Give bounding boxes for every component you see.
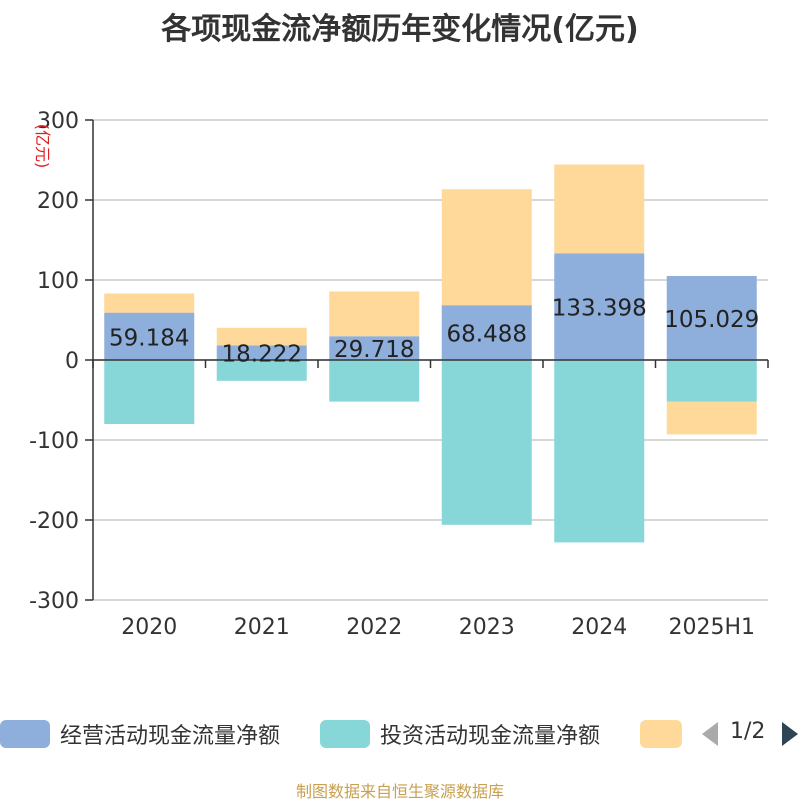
data-labels: 59.184 18.222 29.718 68.488 133.398 105.029 bbox=[109, 296, 759, 368]
axes: 300 200 100 0 -100 -200 -300 (亿元) 2020 2021 2022 20… bbox=[29, 109, 769, 640]
y-tick-label: -200 bbox=[29, 509, 79, 534]
bar-2025H1-s0[interactable] bbox=[666, 275, 757, 360]
legend-label-operating: 经营活动现金流量净额 bbox=[60, 724, 281, 749]
data-label-2021: 18.222 bbox=[222, 342, 302, 368]
y-tick-label: -100 bbox=[29, 429, 79, 454]
bar-2025H1-s1[interactable] bbox=[666, 360, 757, 402]
pager-prev-icon[interactable] bbox=[702, 722, 718, 746]
bar-2025H1-s2[interactable] bbox=[666, 401, 757, 435]
legend-item-operating[interactable]: 经营活动现金流量净额 bbox=[0, 716, 280, 752]
bar-2022-s1[interactable] bbox=[329, 360, 420, 402]
x-tick-label: 2022 bbox=[346, 615, 402, 640]
data-label-2025H1: 105.029 bbox=[664, 307, 759, 333]
bar-2021-s1[interactable] bbox=[216, 360, 307, 381]
data-label-2024: 133.398 bbox=[552, 296, 647, 322]
bar-2024-s1[interactable] bbox=[554, 360, 645, 543]
bar-2024-s0[interactable] bbox=[554, 253, 645, 360]
legend-pager: 1/2 bbox=[700, 716, 800, 752]
chart-title: 各项现金流净额历年变化情况(亿元) bbox=[161, 12, 639, 47]
bar-2023-s0[interactable] bbox=[441, 305, 532, 360]
legend-swatch-third bbox=[640, 720, 682, 748]
x-tick-label: 2025H1 bbox=[668, 615, 755, 640]
bar-2022-s2[interactable] bbox=[329, 291, 420, 337]
y-axis-title: (亿元) bbox=[33, 124, 52, 169]
bar-2020-s2[interactable] bbox=[104, 293, 195, 313]
bar-2024-s2[interactable] bbox=[554, 164, 645, 254]
pager-next-icon[interactable] bbox=[782, 722, 798, 746]
y-tick-label: 200 bbox=[37, 189, 79, 214]
x-tick-label: 2020 bbox=[121, 615, 177, 640]
bar-2023-s1[interactable] bbox=[441, 360, 532, 525]
bar-2022-s0[interactable] bbox=[329, 336, 420, 360]
bar-2020-s0[interactable] bbox=[104, 312, 195, 360]
y-tick-label: 100 bbox=[37, 269, 79, 294]
pager-text: 1/2 bbox=[730, 719, 766, 744]
x-tick-label: 2023 bbox=[459, 615, 515, 640]
x-tick-label: 2021 bbox=[234, 615, 290, 640]
data-label-2020: 59.184 bbox=[109, 325, 189, 351]
legend-swatch-operating bbox=[0, 720, 50, 748]
source-note: 制图数据来自恒生聚源数据库 bbox=[295, 782, 504, 801]
legend-item-investing[interactable]: 投资活动现金流量净额 bbox=[320, 716, 600, 752]
bar-2021-s0[interactable] bbox=[216, 345, 307, 360]
legend-swatch-investing bbox=[320, 720, 370, 748]
x-tick-label: 2024 bbox=[571, 615, 627, 640]
bar-2021-s2[interactable] bbox=[216, 327, 307, 346]
bar-2023-s2[interactable] bbox=[441, 189, 532, 306]
y-tick-label: -300 bbox=[29, 589, 79, 614]
data-label-2023: 68.488 bbox=[447, 322, 527, 348]
y-tick-label: 300 bbox=[37, 109, 79, 134]
data-label-2022: 29.718 bbox=[334, 337, 414, 363]
bars bbox=[104, 164, 757, 543]
legend-item-third[interactable] bbox=[640, 716, 682, 752]
legend-label-investing: 投资活动现金流量净额 bbox=[380, 724, 601, 749]
bar-2020-s1[interactable] bbox=[104, 360, 195, 424]
y-tick-label: 0 bbox=[65, 349, 79, 374]
legend: 经营活动现金流量净额 投资活动现金流量净额 bbox=[0, 716, 800, 752]
